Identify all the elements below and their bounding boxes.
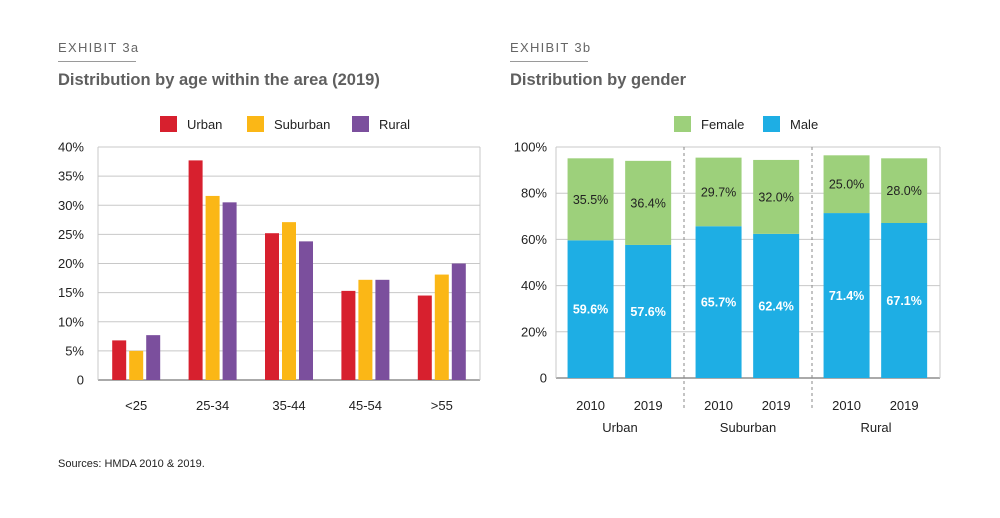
y-tick-label: 80% [521, 186, 547, 201]
legend-swatch-female [674, 116, 691, 132]
legend-label-urban: Urban [187, 117, 222, 132]
x-tick-label: 45-54 [349, 398, 382, 413]
bar-urban [265, 233, 279, 380]
exhibit-a-label: EXHIBIT 3a [58, 40, 140, 55]
y-tick-label: 35% [58, 169, 84, 184]
bar-rural [451, 263, 466, 380]
bar-female [695, 157, 742, 227]
y-tick-label: 100% [514, 140, 548, 155]
data-label-female: 35.5% [573, 193, 608, 207]
bar-rural [375, 279, 390, 380]
bar-urban [417, 295, 432, 380]
x-tick-label: 2010 [704, 398, 733, 413]
bar-rural [299, 241, 313, 380]
group-label: Urban [602, 420, 637, 435]
data-label-female: 36.4% [630, 196, 665, 210]
data-label-male: 71.4% [829, 289, 864, 303]
bar-suburban [205, 195, 220, 380]
group-label: Rural [860, 420, 891, 435]
y-tick-label: 15% [58, 285, 84, 300]
y-tick-label: 10% [58, 314, 84, 329]
y-tick-label: 30% [58, 198, 84, 213]
bar-female [823, 155, 870, 214]
bar-suburban [358, 279, 373, 380]
bar-rural [222, 202, 237, 380]
x-tick-label: 2019 [762, 398, 791, 413]
bar-urban [188, 160, 203, 380]
bar-male [881, 222, 928, 378]
x-tick-label: >55 [431, 398, 453, 413]
x-tick-label: 35-44 [272, 398, 305, 413]
x-tick-label: 2010 [576, 398, 605, 413]
data-label-male: 62.4% [758, 299, 793, 313]
exhibit-a-rule [58, 61, 136, 62]
legend-swatch-male [763, 116, 780, 132]
data-label-female: 28.0% [886, 184, 921, 198]
y-tick-label: 60% [521, 232, 547, 247]
x-tick-label: <25 [125, 398, 147, 413]
bar-male [695, 226, 742, 378]
bar-suburban [129, 350, 144, 380]
y-tick-label: 0 [540, 371, 547, 386]
x-tick-label: 2019 [634, 398, 663, 413]
bar-female [567, 158, 614, 241]
x-tick-label: 25-34 [196, 398, 229, 413]
data-label-female: 32.0% [758, 190, 793, 204]
y-tick-label: 0 [77, 373, 84, 388]
exhibit-b-rule [510, 61, 588, 62]
bar-urban [112, 340, 127, 380]
data-label-female: 29.7% [701, 185, 736, 199]
legend-label-rural: Rural [379, 117, 410, 132]
data-label-female: 25.0% [829, 178, 864, 192]
y-tick-label: 40% [521, 278, 547, 293]
legend-swatch-suburban [247, 116, 264, 132]
source-note: Sources: HMDA 2010 & 2019. [58, 458, 205, 470]
legend-swatch-rural [352, 116, 369, 132]
exhibit-b-label: EXHIBIT 3b [510, 40, 592, 55]
legend-label-male: Male [790, 117, 818, 132]
bar-urban [341, 290, 356, 380]
bar-male [625, 244, 672, 378]
group-label: Suburban [720, 420, 776, 435]
x-tick-label: 2010 [832, 398, 861, 413]
legend-label-female: Female [701, 117, 744, 132]
bar-rural [146, 335, 161, 380]
y-tick-label: 40% [58, 140, 84, 155]
y-tick-label: 20% [58, 256, 84, 271]
bar-female [753, 159, 800, 234]
data-label-male: 59.6% [573, 303, 608, 317]
legend-label-suburban: Suburban [274, 117, 330, 132]
y-tick-label: 20% [521, 324, 547, 339]
legend-swatch-urban [160, 116, 177, 132]
chart-a-title: Distribution by age within the area (201… [58, 71, 380, 89]
bar-male [823, 213, 870, 378]
y-tick-label: 5% [65, 343, 84, 358]
bar-suburban [282, 222, 296, 380]
y-tick-label: 25% [58, 227, 84, 242]
bar-male [753, 233, 800, 378]
data-label-male: 57.6% [630, 305, 665, 319]
bar-suburban [434, 274, 449, 380]
data-label-male: 65.7% [701, 296, 736, 310]
chart-b-title: Distribution by gender [510, 71, 687, 89]
bar-female [625, 160, 672, 245]
data-label-male: 67.1% [886, 294, 921, 308]
bar-male [567, 240, 614, 378]
bar-female [881, 158, 928, 223]
x-tick-label: 2019 [890, 398, 919, 413]
